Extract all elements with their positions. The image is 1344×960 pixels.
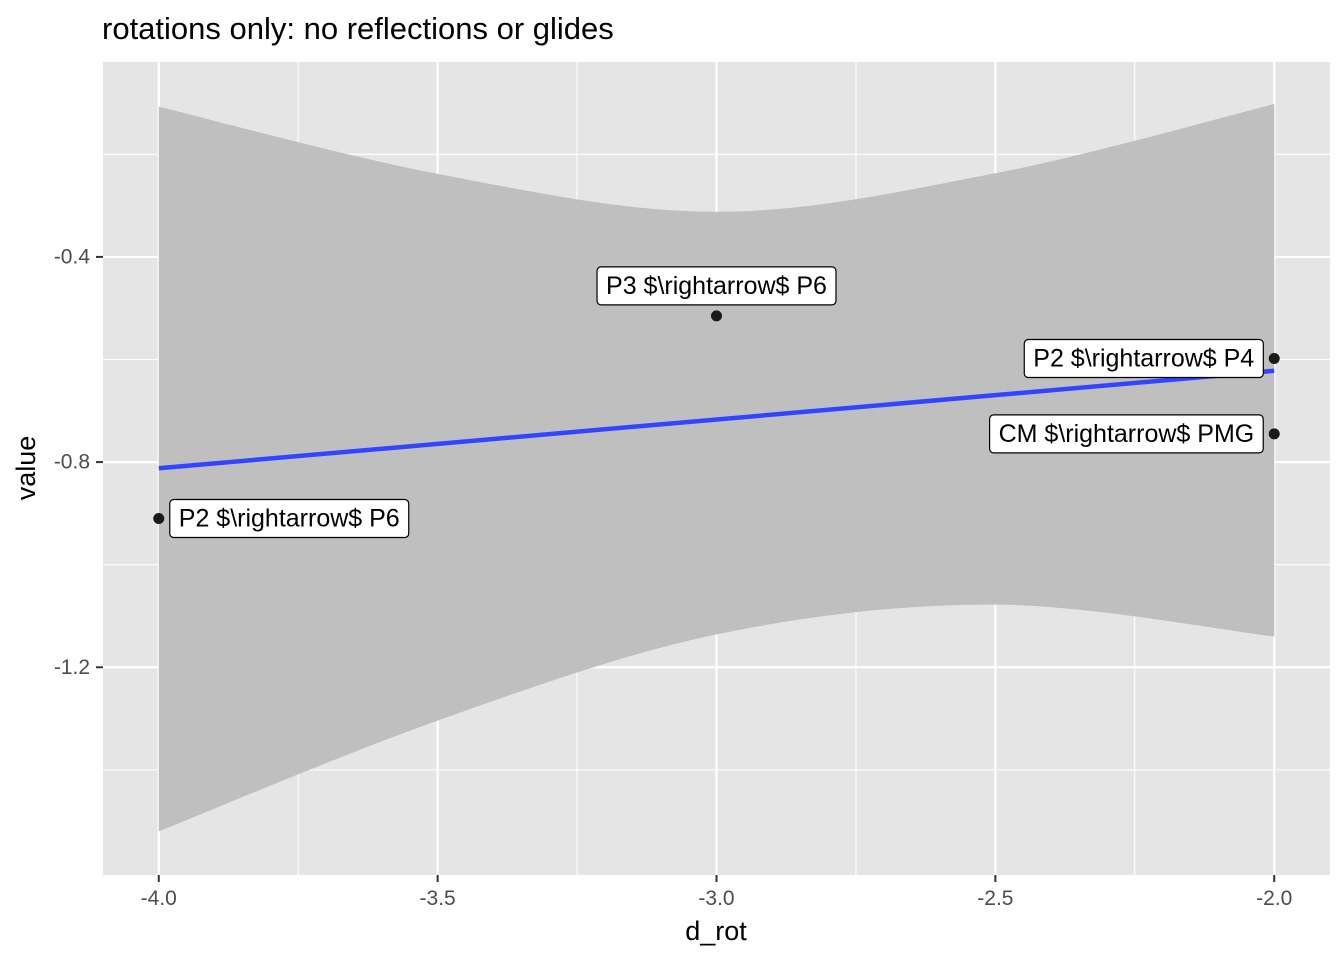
chart-title: rotations only: no reflections or glides: [102, 11, 614, 46]
x-tick-label: -2.0: [1256, 887, 1292, 910]
point-label-box: [1023, 338, 1264, 379]
x-tick-label: -2.5: [977, 887, 1013, 910]
x-tick-label: -3.0: [698, 887, 734, 910]
point-label: P3 $\rightarrow$ P6: [596, 266, 837, 306]
data-point: [711, 310, 722, 322]
confidence-band: [158, 104, 1275, 832]
point-label: CM $\rightarrow$ PMG: [989, 414, 1264, 454]
point-label-text: P3 $\rightarrow$ P6: [606, 272, 827, 300]
x-tick-label: -3.5: [420, 887, 456, 910]
y-tick-label: -1.2: [54, 656, 90, 679]
y-axis-title: value: [11, 436, 41, 501]
point-label-box: [989, 414, 1264, 454]
point-label: P2 $\rightarrow$ P6: [169, 498, 410, 539]
points-layer: [153, 310, 1280, 525]
point-label-text: CM $\rightarrow$ PMG: [999, 420, 1255, 448]
fit-line: [158, 368, 1275, 471]
point-label: P2 $\rightarrow$ P4: [1023, 338, 1264, 379]
y-axis: -0.4 -0.8 -1.2: [54, 245, 103, 679]
x-tick-label: -4.0: [141, 887, 177, 910]
y-tick-label: -0.4: [54, 245, 91, 268]
data-point: [1268, 352, 1280, 364]
x-axis: -4.0 -3.5 -3.0 -2.5 -2.0: [141, 875, 1292, 910]
y-tick-label: -0.8: [54, 451, 90, 474]
point-label-box: [169, 498, 410, 539]
point-label-box: [596, 266, 837, 306]
data-point: [1268, 428, 1280, 440]
fit-line-layer: [158, 368, 1275, 471]
point-label-text: P2 $\rightarrow$ P6: [179, 505, 400, 533]
data-point: [153, 513, 165, 525]
point-label-text: P2 $\rightarrow$ P4: [1033, 344, 1254, 372]
point-labels-layer: P3 $\rightarrow$ P6 P2 $\rightarrow$ P4 CM…: [169, 266, 1264, 539]
confidence-band-layer: [158, 104, 1275, 832]
x-axis-title: d_rot: [685, 916, 747, 946]
